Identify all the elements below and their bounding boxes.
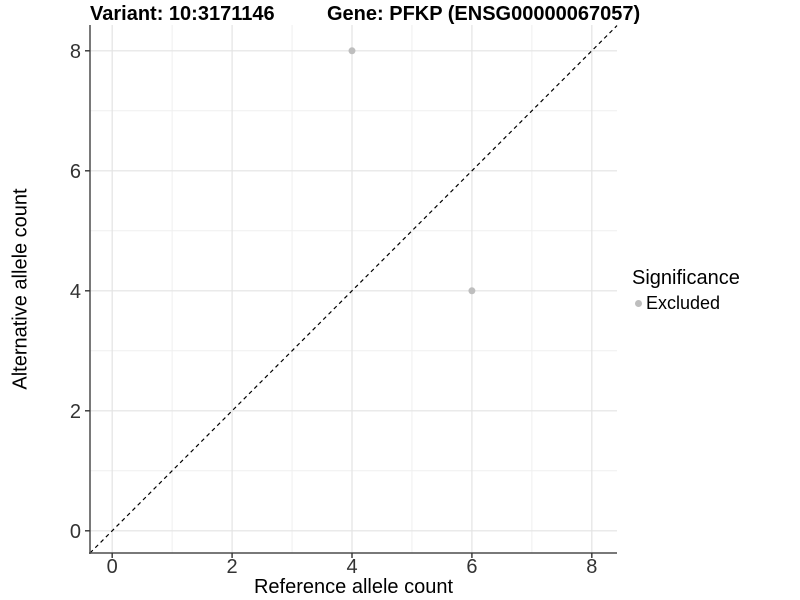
variant-title: Variant: 10:3171146 — [90, 3, 275, 25]
y-tick-label: 4 — [70, 281, 81, 303]
y-tick-label: 6 — [70, 161, 81, 183]
data-point — [468, 287, 476, 295]
x-tick-label: 6 — [466, 556, 477, 578]
legend-item-excluded: Excluded — [632, 292, 740, 314]
y-tick-label: 0 — [70, 521, 81, 543]
y-tick-label: 8 — [70, 41, 81, 63]
legend: Significance Excluded — [632, 266, 740, 314]
legend-title: Significance — [632, 267, 740, 289]
identity-line — [89, 25, 618, 554]
legend-item-label: Excluded — [646, 293, 721, 313]
x-tick-label: 0 — [107, 556, 118, 578]
y-axis-title: Alternative allele count — [9, 188, 32, 390]
data-point — [348, 47, 356, 55]
x-tick-label: 2 — [227, 556, 238, 578]
excluded-point-icon — [635, 299, 642, 307]
gene-title: Gene: PFKP (ENSG00000067057) — [327, 3, 641, 25]
x-axis-title: Reference allele count — [253, 576, 453, 598]
y-tick-label: 2 — [70, 401, 81, 423]
x-tick-label: 8 — [586, 556, 597, 578]
x-tick-label: 4 — [346, 556, 357, 578]
